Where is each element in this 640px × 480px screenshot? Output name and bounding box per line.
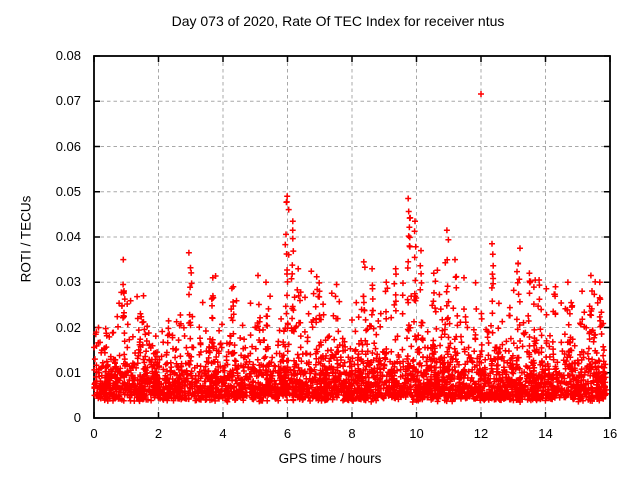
x-tick-label: 14 <box>538 426 553 441</box>
x-tick-label: 4 <box>219 426 227 441</box>
axis-tick-marks <box>93 55 611 419</box>
y-tick-label: 0.05 <box>55 183 81 199</box>
y-tick-label: 0.08 <box>55 48 81 63</box>
x-tick-label: 16 <box>602 426 618 441</box>
x-tick-label: 6 <box>283 426 292 441</box>
x-tick-label: 8 <box>348 426 356 441</box>
data-points <box>91 91 610 405</box>
y-tick-label: 0.02 <box>55 319 81 335</box>
y-tick-label: 0.06 <box>55 138 81 154</box>
x-tick-label: 12 <box>473 426 489 441</box>
x-axis-title: GPS time / hours <box>278 451 382 466</box>
x-tick-label: 2 <box>154 426 163 441</box>
y-tick-label: 0.04 <box>55 229 81 244</box>
y-tick-label: 0.01 <box>55 364 81 380</box>
y-tick-label: 0.03 <box>55 274 81 290</box>
x-tick-label: 10 <box>409 426 424 441</box>
chart-title: Day 073 of 2020, Rate Of TEC Index for r… <box>171 13 505 29</box>
y-tick-label: 0.07 <box>55 93 81 109</box>
x-tick-label: 0 <box>90 426 98 441</box>
y-tick-label: 0 <box>73 410 81 425</box>
